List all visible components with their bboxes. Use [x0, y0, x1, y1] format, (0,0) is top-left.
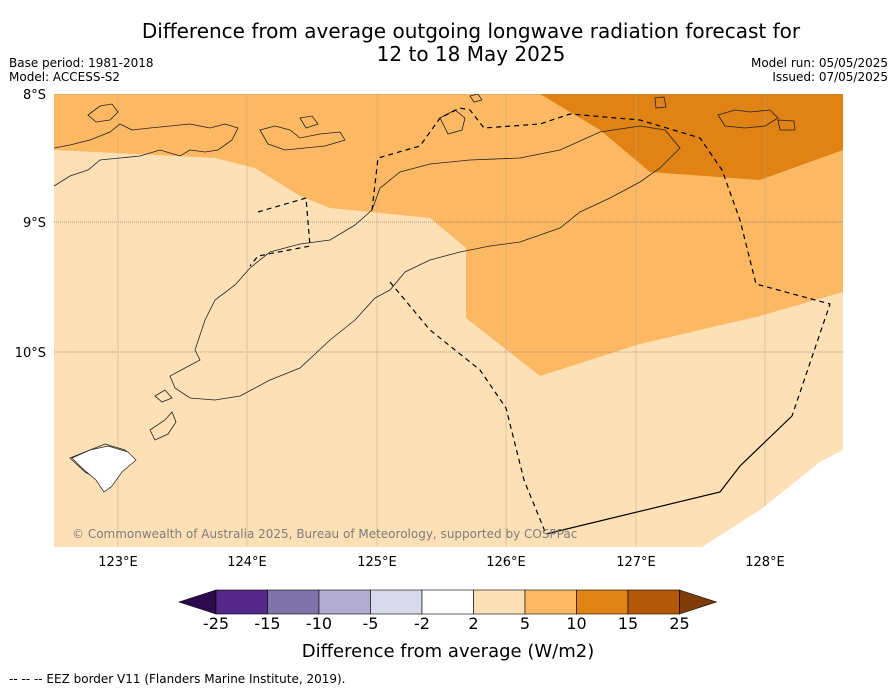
latitude-ticks: 8°S 9°S 10°S: [15, 88, 46, 361]
model-run: Model run: 05/05/2025: [750, 56, 888, 70]
lat-tick-10s: 10°S: [15, 346, 46, 361]
title-line-1: Difference from average outgoing longwav…: [141, 19, 801, 43]
lon-tick-128e: 128°E: [745, 555, 785, 570]
issued-date: Issued: 07/05/2025: [772, 70, 888, 84]
colorbar-segment: [215, 589, 268, 615]
map-title: Difference from average outgoing longwav…: [60, 20, 882, 66]
colorbar-arrow-high: [679, 589, 718, 615]
coastlines: [54, 94, 796, 489]
lat-tick-8s: 8°S: [23, 88, 46, 103]
colorbar-label: -10: [305, 614, 333, 633]
eez-border-solid: [545, 415, 793, 535]
eez-footnote: -- -- -- EEZ border V11 (Flanders Marine…: [9, 672, 346, 686]
colorbar-label: -15: [254, 614, 281, 633]
colorbar-segment: [318, 589, 371, 615]
lon-tick-127e: 127°E: [616, 555, 656, 570]
colorbar-segment: [524, 589, 577, 615]
lon-tick-124e: 124°E: [227, 555, 267, 570]
island-no-data: [71, 445, 137, 493]
colorbar: [178, 589, 718, 615]
no-data-region: [702, 450, 843, 547]
colorbar-label: -25: [202, 614, 230, 633]
colorbar-arrow-low: [178, 589, 217, 615]
map-area: © Commonwealth of Australia 2025, Bureau…: [54, 94, 843, 547]
longitude-ticks: 123°E 124°E 125°E 126°E 127°E 128°E: [98, 555, 785, 570]
lon-tick-126e: 126°E: [486, 555, 526, 570]
model-name: Model: ACCESS-S2: [9, 70, 121, 84]
anomaly-10-15-region: [540, 94, 843, 180]
title-line-2: 12 to 18 May 2025: [376, 42, 566, 66]
colorbar-label: -5: [362, 614, 379, 633]
colorbar-labels: -25 -15 -10 -5 -2 2 5 10 15 25: [0, 614, 896, 636]
eez-border: [249, 107, 831, 535]
colorbar-label: 5: [519, 614, 531, 633]
meta-left: Base period: 1981-2018 Model: ACCESS-S2: [9, 56, 154, 84]
colorbar-label: 2: [468, 614, 479, 633]
colorbar-segment: [267, 589, 320, 615]
colorbar-segment: [576, 589, 629, 615]
colorbar-label: 10: [566, 614, 587, 633]
colorbar-label: 15: [617, 614, 639, 633]
colorbar-segment: [421, 589, 474, 615]
colorbar-segment: [473, 589, 526, 615]
lat-tick-9s: 9°S: [23, 216, 46, 231]
colorbar-label: -2: [414, 614, 430, 633]
meta-right: Model run: 05/05/2025 Issued: 07/05/2025: [751, 56, 888, 84]
colorbar-segment: [627, 589, 680, 615]
base-period: Base period: 1981-2018: [9, 56, 154, 70]
colorbar-segment: [370, 589, 423, 615]
colorbar-label: 25: [669, 614, 690, 633]
lon-tick-123e: 123°E: [98, 555, 138, 570]
colorbar-title: Difference from average (W/m2): [301, 641, 595, 662]
lon-tick-125e: 125°E: [357, 555, 397, 570]
copyright-text: © Commonwealth of Australia 2025, Bureau…: [72, 527, 577, 541]
